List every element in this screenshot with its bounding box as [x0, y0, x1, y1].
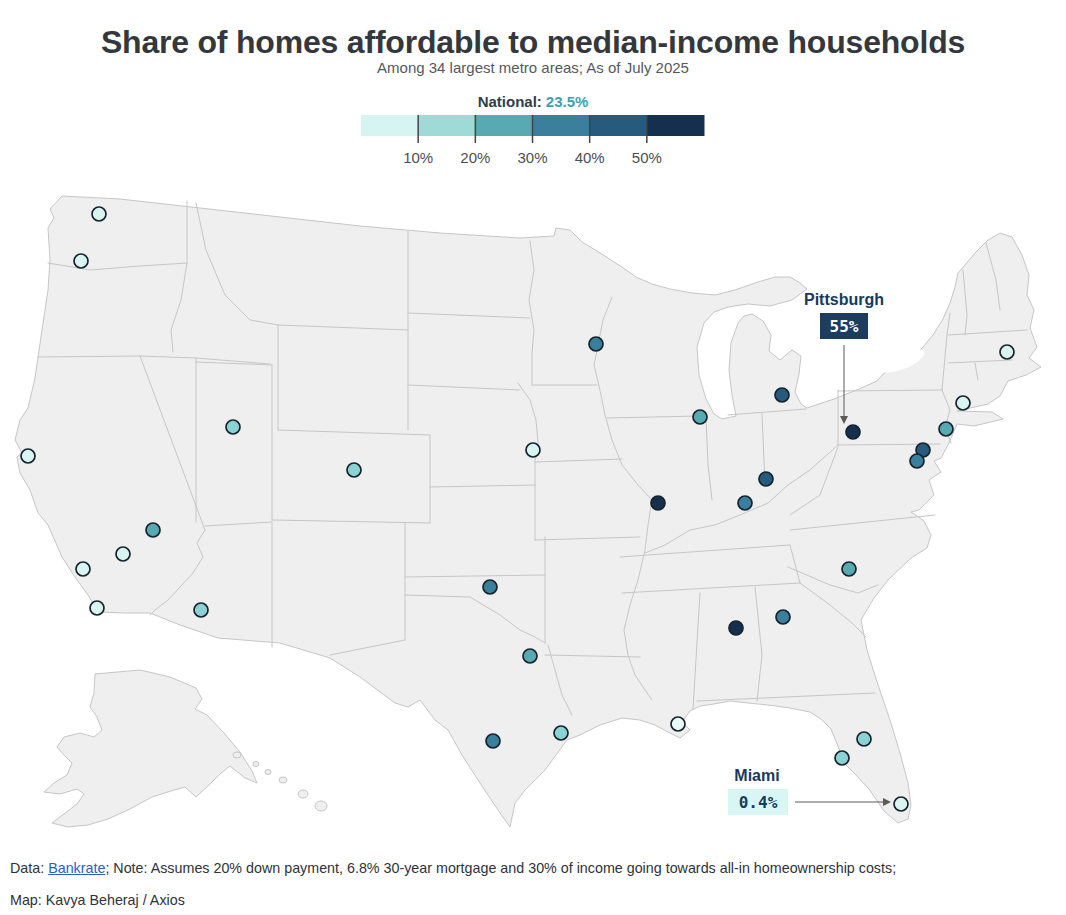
national-value: 23.5%	[546, 93, 589, 110]
alaska	[44, 670, 257, 827]
metro-dot	[857, 732, 871, 746]
legend-tick-label: 10%	[403, 149, 433, 166]
metro-dot	[671, 717, 685, 731]
metro-dot	[759, 472, 773, 486]
metro-dot	[116, 547, 130, 561]
metro-dot-pittsburgh	[846, 425, 860, 439]
metro-dot	[194, 603, 208, 617]
national-stat: National:23.5%	[0, 93, 1066, 110]
metro-dot	[483, 580, 497, 594]
footer-credit: Map: Kavya Beheraj / Axios	[10, 892, 185, 908]
metro-dot	[74, 254, 88, 268]
metro-dot	[486, 734, 500, 748]
legend-segment	[475, 115, 533, 136]
metro-dot	[90, 601, 104, 615]
metro-dot	[146, 523, 160, 537]
legend-tick-label: 40%	[575, 149, 605, 166]
metro-dot	[775, 388, 789, 402]
legend-segment	[590, 115, 648, 136]
legend-segment	[533, 115, 591, 136]
metro-dot	[21, 449, 35, 463]
note-text: ; Note: Assumes 20% down payment, 6.8% 3…	[105, 860, 896, 876]
legend-segment	[361, 115, 419, 136]
metro-dot	[76, 562, 90, 576]
metro-dot	[526, 443, 540, 457]
metro-dot	[589, 337, 603, 351]
national-label: National:	[478, 93, 542, 110]
metro-dot	[226, 420, 240, 434]
metro-dot	[835, 751, 849, 765]
chart-subtitle: Among 34 largest metro areas; As of July…	[0, 59, 1066, 76]
legend-tick-label: 20%	[460, 149, 490, 166]
metro-dot	[738, 496, 752, 510]
us-map: Pittsburgh 55% Miami 0.4%	[0, 185, 1066, 850]
legend-tick-label: 30%	[517, 149, 547, 166]
metro-dot	[842, 562, 856, 576]
metro-dot	[910, 454, 924, 468]
metro-dot	[92, 207, 106, 221]
legend-tick-label: 50%	[632, 149, 662, 166]
metro-dot	[956, 396, 970, 410]
hawaii	[233, 752, 327, 811]
metro-dot-miami	[894, 797, 908, 811]
metro-dot	[1000, 345, 1014, 359]
footer-note: Data: Bankrate; Note: Assumes 20% down p…	[10, 860, 896, 876]
source-link[interactable]: Bankrate	[48, 860, 105, 876]
miami-value: 0.4%	[739, 793, 778, 812]
metro-dot	[347, 463, 361, 477]
chart-title: Share of homes affordable to median-inco…	[0, 24, 1066, 61]
pittsburgh-value: 55%	[830, 317, 859, 336]
metro-dot	[776, 610, 790, 624]
basemap	[15, 196, 1041, 827]
metro-dot	[939, 422, 953, 436]
metro-dot	[693, 410, 707, 424]
metro-dot	[729, 621, 743, 635]
metro-dot	[523, 649, 537, 663]
data-label: Data:	[10, 860, 48, 876]
miami-label: Miami	[734, 767, 779, 784]
metro-dot	[651, 496, 665, 510]
legend-segment	[418, 115, 476, 136]
metro-dot	[554, 726, 568, 740]
affordability-map-page: Share of homes affordable to median-inco…	[0, 0, 1066, 915]
color-scale-legend: 10% 20% 30% 40% 50%	[361, 114, 707, 170]
pittsburgh-label: Pittsburgh	[804, 291, 884, 308]
legend-segment	[647, 115, 705, 136]
